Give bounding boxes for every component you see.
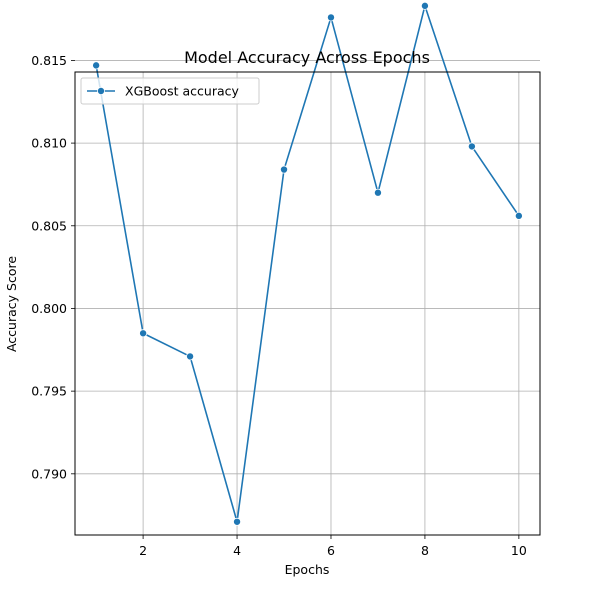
grid-lines bbox=[75, 60, 540, 535]
legend-marker-swatch bbox=[97, 87, 106, 96]
x-axis-ticks: 2 4 6 8 10 bbox=[139, 535, 527, 558]
y-tick-label: 0.790 bbox=[31, 466, 67, 481]
y-tick-label: 0.805 bbox=[31, 218, 67, 233]
legend-box bbox=[80, 77, 260, 105]
x-tick-label: 6 bbox=[327, 543, 335, 558]
y-tick-label: 0.795 bbox=[31, 384, 67, 399]
legend-label: XGBoost accuracy bbox=[125, 84, 240, 99]
y-axis-label: Accuracy Score bbox=[4, 256, 19, 352]
data-point bbox=[420, 1, 429, 10]
data-point bbox=[139, 329, 148, 338]
x-axis-label: Epochs bbox=[285, 562, 330, 577]
y-tick-label: 0.815 bbox=[31, 53, 67, 68]
data-point bbox=[373, 188, 382, 197]
y-tick-label: 0.810 bbox=[31, 136, 67, 151]
data-point bbox=[92, 61, 101, 70]
x-tick-label: 8 bbox=[421, 543, 429, 558]
data-point bbox=[186, 352, 195, 361]
data-point bbox=[233, 517, 242, 526]
data-point bbox=[514, 211, 523, 220]
data-point bbox=[280, 165, 289, 174]
data-point bbox=[467, 142, 476, 151]
y-axis-ticks: 0.790 0.795 0.800 0.805 0.810 0.815 bbox=[31, 53, 75, 481]
y-tick-label: 0.800 bbox=[31, 301, 67, 316]
data-point bbox=[326, 13, 335, 22]
series-line bbox=[95, 5, 520, 523]
chart-title: Model Accuracy Across Epochs bbox=[184, 48, 430, 67]
x-tick-label: 2 bbox=[139, 543, 147, 558]
series-layer bbox=[92, 1, 523, 526]
plot-frame bbox=[74, 71, 541, 536]
x-tick-label: 10 bbox=[511, 543, 527, 558]
x-tick-label: 4 bbox=[233, 543, 241, 558]
legend: XGBoost accuracy bbox=[80, 77, 260, 105]
